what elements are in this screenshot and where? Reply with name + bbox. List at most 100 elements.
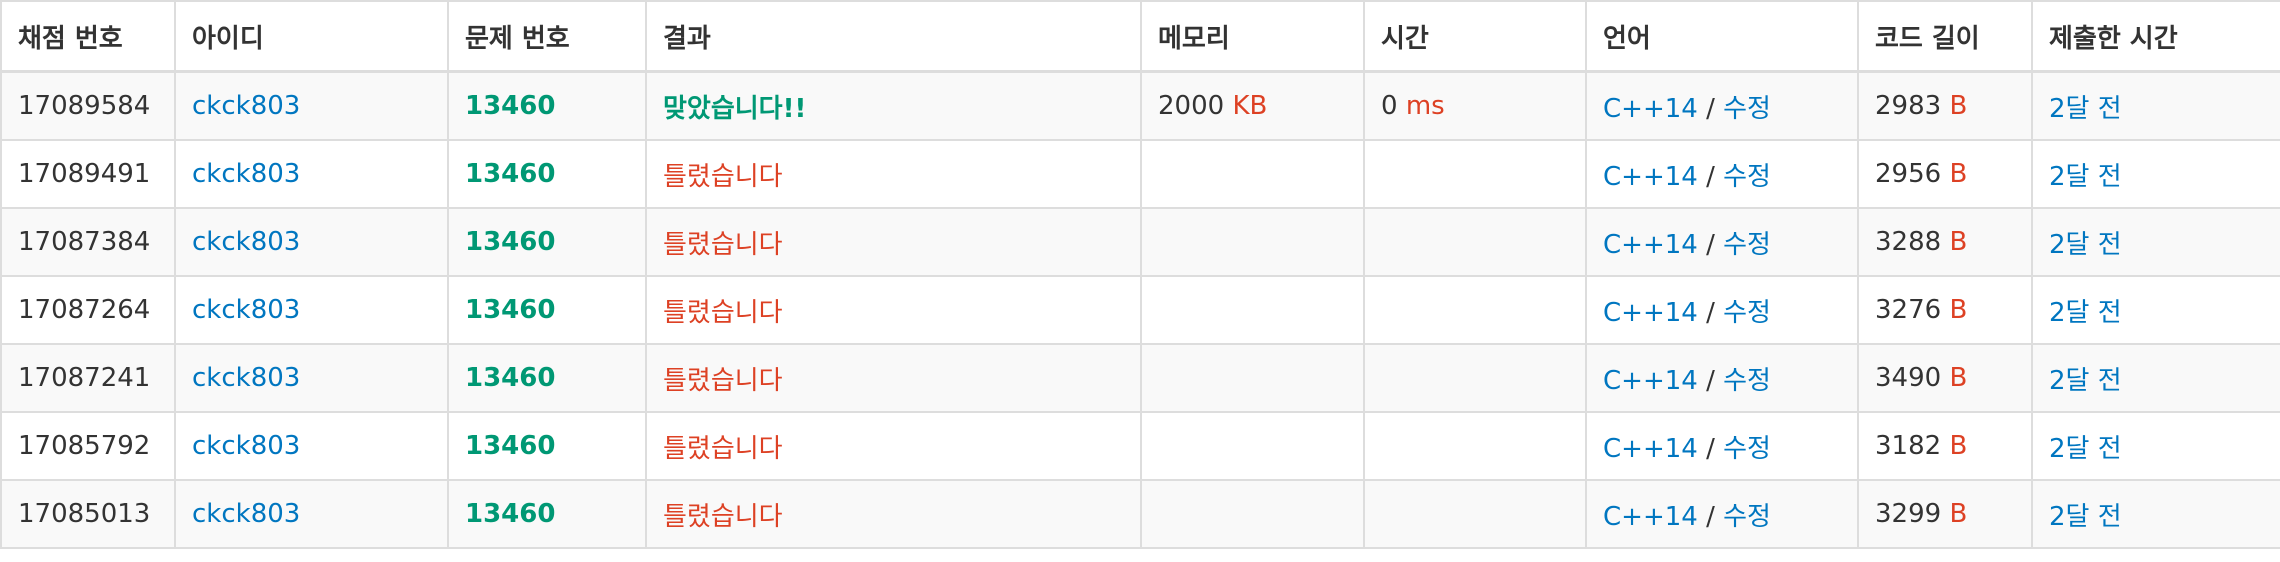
user-link[interactable]: ckck803 [192, 499, 301, 529]
code-length-unit: B [1949, 91, 1968, 121]
user-link[interactable]: ckck803 [192, 431, 301, 461]
problem-link[interactable]: 13460 [465, 295, 556, 325]
problem-link[interactable]: 13460 [465, 499, 556, 529]
code-length-unit: B [1949, 431, 1968, 461]
submission-id: 17089584 [18, 91, 151, 121]
code-length-unit: B [1949, 159, 1968, 189]
user-link[interactable]: ckck803 [192, 91, 301, 121]
time-cell [1363, 139, 1587, 209]
submitted-time-link[interactable]: 2달 전 [2049, 161, 2122, 192]
language-cell: C++14 / 수정 [1585, 70, 1859, 141]
edit-link[interactable]: 수정 [1723, 161, 1771, 192]
edit-link[interactable]: 수정 [1723, 93, 1771, 124]
time-cell [1363, 343, 1587, 413]
result-cell: 틀렸습니다 [645, 479, 1142, 549]
submitted-time-link[interactable]: 2달 전 [2049, 229, 2122, 260]
result-cell: 틀렸습니다 [645, 139, 1142, 209]
problem-link[interactable]: 13460 [465, 363, 556, 393]
language-cell: C++14 / 수정 [1585, 343, 1859, 413]
code-length-unit: B [1949, 499, 1968, 529]
user-link[interactable]: ckck803 [192, 227, 301, 257]
submitted-time-link[interactable]: 2달 전 [2049, 297, 2122, 328]
user-link[interactable]: ckck803 [192, 363, 301, 393]
user-link[interactable]: ckck803 [192, 295, 301, 325]
problem-link[interactable]: 13460 [465, 91, 556, 121]
language-separator: / [1706, 501, 1715, 532]
user-id-cell: ckck803 [174, 275, 449, 345]
submitted-time-cell: 2달 전 [2031, 479, 2280, 549]
language-separator: / [1706, 161, 1715, 192]
problem-link[interactable]: 13460 [465, 159, 556, 189]
table-row: 17087241 ckck803 13460 틀렸습니다 C++14 / 수정 3490 … [0, 343, 2280, 413]
submission-id-cell: 17085013 [0, 479, 176, 549]
code-length-cell: 3276 B [1857, 275, 2033, 345]
result-text: 맞았습니다!! [663, 93, 807, 124]
language-link[interactable]: C++14 [1603, 433, 1698, 464]
memory-cell [1140, 207, 1365, 277]
language-link[interactable]: C++14 [1603, 161, 1698, 192]
memory-cell [1140, 139, 1365, 209]
user-id-cell: ckck803 [174, 70, 449, 141]
result-cell: 틀렸습니다 [645, 207, 1142, 277]
edit-link[interactable]: 수정 [1723, 297, 1771, 328]
submitted-time-link[interactable]: 2달 전 [2049, 433, 2122, 464]
code-length-unit: B [1949, 227, 1968, 257]
language-link[interactable]: C++14 [1603, 297, 1698, 328]
table-row: 17087264 ckck803 13460 틀렸습니다 C++14 / 수정 3276 … [0, 275, 2280, 345]
table-row: 17089491 ckck803 13460 틀렸습니다 C++14 / 수정 2956 … [0, 139, 2280, 209]
problem-id-cell: 13460 [447, 207, 647, 277]
memory-cell [1140, 343, 1365, 413]
code-length-value: 3490 [1875, 363, 1942, 393]
language-link[interactable]: C++14 [1603, 501, 1698, 532]
code-length-unit: B [1949, 363, 1968, 393]
submitted-time-cell: 2달 전 [2031, 343, 2280, 413]
code-length-value: 3276 [1875, 295, 1942, 325]
problem-link[interactable]: 13460 [465, 431, 556, 461]
problem-link[interactable]: 13460 [465, 227, 556, 257]
memory-cell [1140, 275, 1365, 345]
time-cell: 0 ms [1363, 70, 1587, 141]
column-header-result: 결과 [645, 0, 1142, 73]
submission-id-cell: 17089491 [0, 139, 176, 209]
column-header-memory: 메모리 [1140, 0, 1365, 73]
user-id-cell: ckck803 [174, 343, 449, 413]
column-header-submission-id: 채점 번호 [0, 0, 176, 73]
edit-link[interactable]: 수정 [1723, 433, 1771, 464]
result-cell: 틀렸습니다 [645, 343, 1142, 413]
time-value: 0 [1381, 91, 1398, 121]
code-length-cell: 2983 B [1857, 70, 2033, 141]
language-link[interactable]: C++14 [1603, 229, 1698, 260]
result-text: 틀렸습니다 [663, 229, 783, 260]
edit-link[interactable]: 수정 [1723, 229, 1771, 260]
submission-id-cell: 17087264 [0, 275, 176, 345]
edit-link[interactable]: 수정 [1723, 365, 1771, 396]
submission-id-cell: 17089584 [0, 70, 176, 141]
column-header-time: 시간 [1363, 0, 1587, 73]
submission-id: 17087241 [18, 363, 151, 393]
table-row: 17085792 ckck803 13460 틀렸습니다 C++14 / 수정 3182 … [0, 411, 2280, 481]
edit-link[interactable]: 수정 [1723, 501, 1771, 532]
submitted-time-link[interactable]: 2달 전 [2049, 365, 2122, 396]
submitted-time-link[interactable]: 2달 전 [2049, 93, 2122, 124]
result-text: 틀렸습니다 [663, 365, 783, 396]
submission-id: 17085013 [18, 499, 151, 529]
result-cell: 틀렸습니다 [645, 275, 1142, 345]
memory-cell: 2000 KB [1140, 70, 1365, 141]
code-length-cell: 3288 B [1857, 207, 2033, 277]
language-link[interactable]: C++14 [1603, 93, 1698, 124]
submitted-time-cell: 2달 전 [2031, 207, 2280, 277]
code-length-value: 2983 [1875, 91, 1942, 121]
submitted-time-link[interactable]: 2달 전 [2049, 501, 2122, 532]
code-length-value: 3288 [1875, 227, 1942, 257]
code-length-value: 3182 [1875, 431, 1942, 461]
result-cell: 틀렸습니다 [645, 411, 1142, 481]
language-separator: / [1706, 365, 1715, 396]
submission-id-cell: 17085792 [0, 411, 176, 481]
problem-id-cell: 13460 [447, 411, 647, 481]
column-header-user-id: 아이디 [174, 0, 449, 73]
language-link[interactable]: C++14 [1603, 365, 1698, 396]
user-link[interactable]: ckck803 [192, 159, 301, 189]
submitted-time-cell: 2달 전 [2031, 139, 2280, 209]
submission-id: 17087384 [18, 227, 151, 257]
submitted-time-cell: 2달 전 [2031, 70, 2280, 141]
